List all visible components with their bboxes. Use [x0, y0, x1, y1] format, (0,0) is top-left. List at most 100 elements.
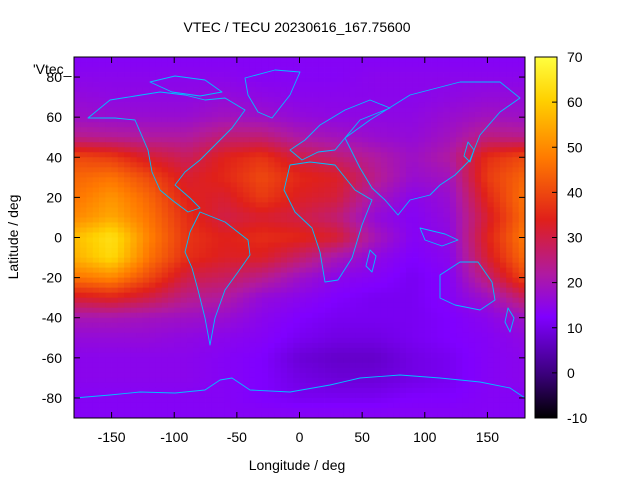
heat-cell: [368, 87, 376, 93]
heat-cell: [387, 277, 394, 284]
heat-cell: [368, 147, 376, 153]
heat-cell: [236, 192, 244, 198]
heat-cell: [249, 392, 257, 399]
heat-cell: [349, 327, 357, 334]
heat-cell: [443, 357, 451, 364]
heat-cell: [255, 157, 263, 163]
heat-cell: [443, 92, 451, 98]
heat-cell: [374, 132, 382, 138]
heat-cell: [418, 352, 426, 359]
heat-cell: [74, 197, 81, 203]
heat-cell: [243, 117, 250, 123]
heat-cell: [324, 112, 332, 118]
heat-cell: [512, 202, 520, 208]
heat-cell: [92, 337, 100, 344]
heat-cell: [155, 332, 163, 339]
heat-cell: [293, 282, 300, 289]
heat-cell: [312, 217, 319, 223]
heat-cell: [99, 252, 106, 258]
heat-cell: [368, 177, 376, 183]
heat-cell: [518, 332, 525, 339]
heat-cell: [149, 362, 156, 369]
heat-cell: [280, 197, 288, 203]
heat-cell: [142, 362, 150, 369]
heat-cell: [349, 162, 357, 168]
heat-cell: [205, 137, 213, 143]
heat-cell: [142, 387, 150, 394]
heat-cell: [92, 282, 100, 289]
heat-cell: [243, 217, 250, 223]
heat-cell: [493, 262, 501, 268]
heat-cell: [474, 177, 482, 183]
heat-cell: [218, 192, 225, 198]
heat-cell: [412, 92, 419, 98]
heat-cell: [405, 197, 413, 203]
heat-cell: [431, 157, 438, 163]
heat-cell: [286, 97, 294, 103]
heat-cell: [268, 122, 275, 128]
heat-cell: [312, 317, 319, 324]
heat-cell: [274, 77, 282, 83]
heat-cell: [443, 187, 451, 193]
chart-title: VTEC / TECU 20230616_167.75600: [183, 19, 410, 35]
heat-cell: [324, 107, 332, 113]
heat-cell: [224, 392, 231, 399]
heat-cell: [193, 97, 200, 103]
heat-cell: [405, 332, 413, 339]
heat-cell: [405, 307, 413, 314]
heat-cell: [518, 167, 525, 173]
heat-cell: [249, 292, 257, 299]
heat-cell: [224, 292, 231, 299]
heat-cell: [424, 317, 432, 324]
heat-cell: [456, 322, 463, 329]
heat-cell: [142, 222, 150, 228]
heat-cell: [261, 297, 269, 304]
heat-cell: [330, 197, 338, 203]
heat-cell: [167, 232, 175, 238]
heat-cell: [186, 117, 194, 123]
heat-cell: [111, 267, 119, 273]
heat-cell: [518, 237, 525, 243]
heat-cell: [512, 247, 520, 253]
heat-cell: [518, 57, 525, 63]
heat-cell: [299, 292, 307, 299]
heat-cell: [456, 187, 463, 193]
heat-cell: [324, 342, 332, 349]
heat-cell: [111, 347, 119, 354]
heat-cell: [443, 272, 451, 279]
heat-cell: [343, 297, 351, 304]
heat-cell: [155, 337, 163, 344]
heat-cell: [362, 97, 369, 103]
heat-cell: [224, 317, 231, 324]
heat-cell: [74, 87, 81, 93]
heat-cell: [393, 92, 401, 98]
heat-cell: [136, 282, 144, 289]
heat-cell: [362, 182, 369, 188]
heat-cell: [193, 357, 200, 364]
heat-cell: [199, 307, 206, 314]
heat-cell: [405, 352, 413, 359]
heat-cell: [92, 347, 100, 354]
heat-cell: [343, 112, 351, 118]
heat-cell: [481, 152, 488, 158]
heat-cell: [418, 112, 426, 118]
heat-cell: [124, 347, 131, 354]
heat-cell: [443, 297, 451, 304]
heat-cell: [412, 302, 419, 309]
heat-cell: [136, 242, 144, 248]
heat-cell: [167, 102, 175, 108]
heat-cell: [437, 107, 444, 113]
heat-cell: [512, 172, 520, 178]
heat-cell: [167, 147, 175, 153]
heat-cell: [255, 262, 263, 268]
heat-cell: [167, 287, 175, 294]
heat-cell: [318, 82, 325, 88]
heat-cell: [142, 117, 150, 123]
heat-cell: [355, 257, 363, 263]
heat-cell: [205, 107, 213, 113]
heat-cell: [487, 387, 495, 394]
heat-cell: [512, 97, 520, 103]
heat-cell: [280, 252, 288, 258]
heat-cell: [468, 347, 476, 354]
heat-cell: [149, 232, 156, 238]
